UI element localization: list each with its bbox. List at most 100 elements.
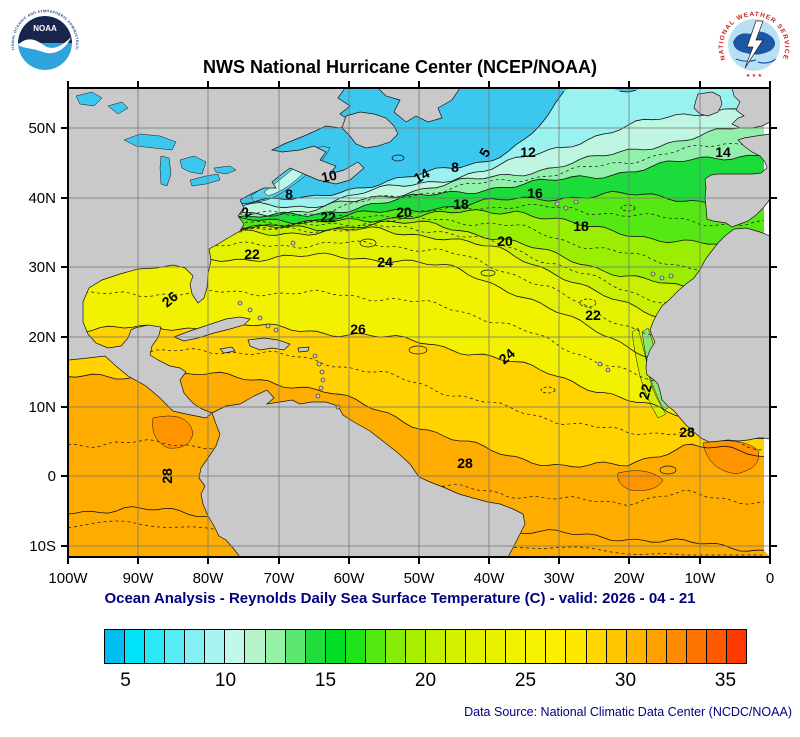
noaa-seagull-icon — [18, 37, 71, 54]
colorbar-cell — [486, 630, 507, 663]
land-shape — [693, 91, 723, 117]
contour-label: 28 — [679, 424, 695, 440]
island — [237, 300, 243, 306]
colorbar-cell — [566, 630, 587, 663]
ocean-band — [68, 88, 764, 212]
land-shape — [297, 346, 310, 353]
land-shape — [645, 227, 770, 443]
noaa-wordmark: NOAA — [33, 24, 57, 33]
contour-label: 12 — [520, 144, 536, 160]
contour-line-dashed — [68, 520, 764, 556]
contour-eddy — [391, 154, 405, 162]
contour-eddy — [408, 345, 428, 355]
contour-label: 14 — [411, 165, 433, 187]
colorbar-cell — [506, 630, 527, 663]
colorbar-cell — [145, 630, 166, 663]
land-shape — [198, 389, 526, 557]
colorbar-cell — [446, 630, 467, 663]
colorbar-cell — [666, 630, 687, 663]
contour-label: 18 — [453, 196, 469, 212]
contour-label: 28 — [159, 468, 175, 484]
contour-label: 14 — [715, 144, 731, 160]
lake — [189, 173, 221, 187]
island — [316, 361, 322, 367]
colorbar-tick-label: 20 — [414, 670, 437, 691]
colorbar-tick-label: 5 — [120, 670, 131, 691]
colorbar-scale — [104, 629, 747, 664]
x-axis-label: 50W — [404, 570, 436, 587]
colorbar-cell — [526, 630, 547, 663]
lake — [107, 101, 129, 115]
island — [563, 205, 569, 211]
data-source: Data Source: National Climatic Data Cent… — [464, 705, 792, 719]
land-shape — [341, 111, 399, 149]
nws-logo: NATIONAL WEATHER SERVICE ★ ★ ★ — [717, 8, 791, 82]
nws-stars: ★ ★ ★ — [746, 73, 763, 79]
lake — [159, 155, 172, 187]
ocean-band — [68, 323, 764, 468]
island — [315, 393, 321, 399]
island — [554, 201, 560, 207]
island — [247, 307, 253, 313]
x-axis-label: 80W — [193, 570, 225, 587]
colorbar-cell — [385, 630, 406, 663]
contour-label: 26 — [350, 321, 366, 337]
colorbar-cell — [586, 630, 607, 663]
contour-label: 28 — [457, 455, 473, 471]
island — [668, 273, 674, 279]
map-caption: Ocean Analysis - Reynolds Daily Sea Surf… — [104, 590, 696, 607]
colorbar-cell — [726, 630, 746, 663]
colorbar-cell — [125, 630, 146, 663]
island — [650, 271, 656, 277]
colorbar: 5 10 15 20 25 30 35 — [104, 629, 747, 696]
colorbar-cell — [626, 630, 647, 663]
colorbar-cell — [405, 630, 426, 663]
colorbar-cell — [686, 630, 707, 663]
colorbar-labels: 5 10 15 20 25 30 35 — [104, 670, 747, 696]
colorbar-cell — [285, 630, 306, 663]
ocean-band — [68, 253, 764, 439]
island — [290, 240, 296, 246]
island — [312, 353, 318, 359]
island — [320, 377, 326, 383]
y-axis-label: 30N — [28, 259, 56, 276]
contour-line — [68, 323, 765, 439]
y-axis-label: 10S — [29, 538, 56, 555]
colorbar-cell — [706, 630, 727, 663]
contour-label: 18 — [573, 218, 589, 234]
y-axis-label: 50N — [28, 120, 56, 137]
sst-patch — [152, 415, 194, 449]
y-axis-label: 10N — [28, 399, 56, 416]
colorbar-tick-label: 15 — [314, 670, 337, 691]
contour-eddy — [480, 269, 496, 277]
island — [318, 385, 324, 391]
colorbar-cell — [185, 630, 206, 663]
page-title: NWS National Hurricane Center (NCEP/NOAA… — [202, 57, 598, 77]
island — [573, 199, 579, 205]
colorbar-cell — [646, 630, 667, 663]
contour-line-dashed — [68, 224, 765, 326]
ocean-band — [68, 191, 764, 251]
island — [273, 327, 279, 333]
lake — [213, 165, 237, 175]
contour-line-dashed — [68, 203, 765, 227]
contour-eddy — [659, 465, 677, 475]
y-axis-label: 20N — [28, 329, 56, 346]
colorbar-tick-label: 35 — [714, 670, 737, 691]
colorbar-tick-label: 10 — [214, 670, 237, 691]
colorbar-cell — [546, 630, 567, 663]
colorbar-cell — [365, 630, 386, 663]
colorbar-cell — [466, 630, 487, 663]
lightning-bolt-icon — [744, 20, 764, 69]
contour-label: 24 — [377, 254, 393, 270]
colorbar-cell — [345, 630, 366, 663]
contour-line-dashed — [68, 240, 765, 364]
x-axis-label: 90W — [123, 570, 155, 587]
island — [659, 275, 665, 281]
land-shape — [219, 346, 236, 354]
sst-patch — [702, 440, 759, 475]
island — [257, 315, 263, 321]
colorbar-tick-label: 25 — [514, 670, 537, 691]
contour-label: 20 — [396, 204, 412, 220]
